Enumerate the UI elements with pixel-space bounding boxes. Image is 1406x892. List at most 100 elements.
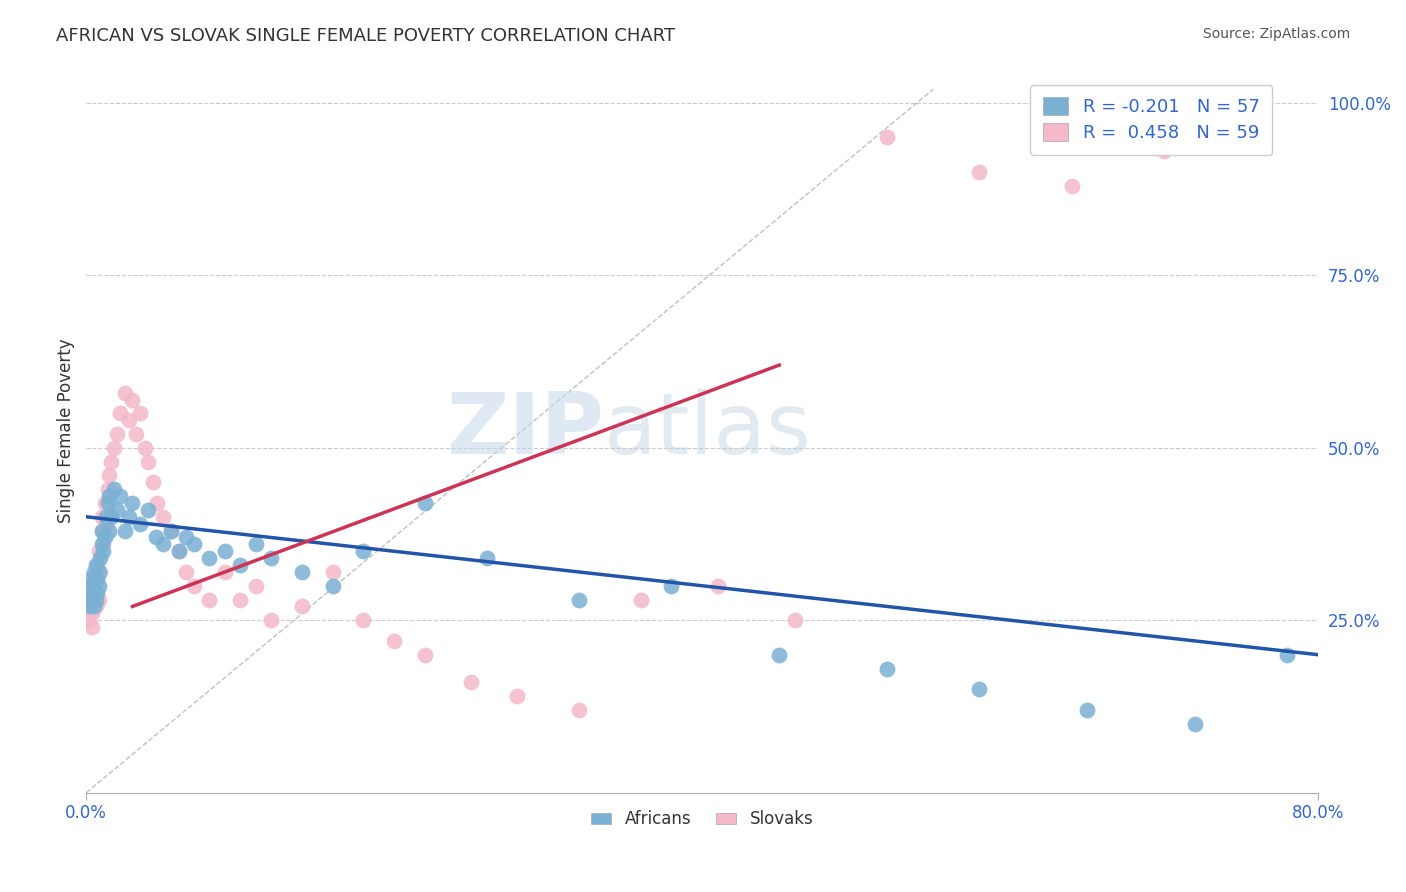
Point [83,599,105,614]
Point [80,592,103,607]
Point [86,558,108,572]
Point [129,516,152,531]
Point [114,524,136,538]
Point [245,579,267,593]
Point [90,537,112,551]
Point [167,544,190,558]
Point [322,565,344,579]
Point [245,537,267,551]
Point [96,509,118,524]
Point [353,544,375,558]
Point [89,551,111,566]
Point [82,607,104,621]
Point [198,551,221,566]
Point [141,475,163,490]
Point [876,661,898,675]
Point [568,703,591,717]
Point [98,468,121,483]
Point [1184,716,1206,731]
Point [108,406,131,420]
Point [80,585,103,599]
Point [176,531,198,545]
Text: Source: ZipAtlas.com: Source: ZipAtlas.com [1202,27,1350,41]
Point [98,524,121,538]
Point [121,392,143,407]
Point [87,592,110,607]
Point [145,531,167,545]
Point [82,592,104,607]
Point [87,565,110,579]
Point [1277,648,1299,662]
Point [80,572,103,586]
Point [89,565,111,579]
Point [183,537,205,551]
Point [84,572,107,586]
Point [83,565,105,579]
Point [84,599,107,614]
Point [86,585,108,599]
Point [183,579,205,593]
Point [87,579,110,593]
Point [90,524,112,538]
Point [214,565,236,579]
Point [100,509,122,524]
Text: atlas: atlas [603,389,811,472]
Point [783,613,806,627]
Point [103,441,125,455]
Point [86,572,108,586]
Point [152,537,174,551]
Point [80,599,103,614]
Point [108,489,131,503]
Text: ZIP: ZIP [446,389,603,472]
Point [121,496,143,510]
Point [84,592,107,607]
Point [291,599,314,614]
Point [146,496,169,510]
Point [260,613,283,627]
Text: AFRICAN VS SLOVAK SINGLE FEMALE POVERTY CORRELATION CHART: AFRICAN VS SLOVAK SINGLE FEMALE POVERTY … [56,27,675,45]
Point [91,544,114,558]
Point [353,613,375,627]
Point [83,579,105,593]
Point [475,551,498,566]
Point [79,613,101,627]
Point [134,441,156,455]
Point [90,509,112,524]
Point [96,516,118,531]
Point [118,509,141,524]
Point [176,565,198,579]
Point [661,579,683,593]
Point [124,427,146,442]
Point [229,592,252,607]
Point [413,648,436,662]
Point [260,551,283,566]
Point [291,565,314,579]
Point [506,689,529,703]
Point [87,544,110,558]
Legend: Africans, Slovaks: Africans, Slovaks [585,804,820,835]
Point [568,592,591,607]
Point [91,537,114,551]
Point [84,585,107,599]
Point [100,455,122,469]
Point [136,503,159,517]
Point [97,496,120,510]
Point [82,620,104,634]
Point [160,524,183,538]
Point [94,496,117,510]
Point [152,509,174,524]
Point [86,572,108,586]
Point [90,524,112,538]
Point [876,130,898,145]
Point [1076,703,1098,717]
Point [79,599,101,614]
Point [118,413,141,427]
Point [94,531,117,545]
Point [84,558,107,572]
Point [413,496,436,510]
Point [460,675,482,690]
Point [105,427,128,442]
Point [969,682,991,697]
Point [114,385,136,400]
Point [167,544,190,558]
